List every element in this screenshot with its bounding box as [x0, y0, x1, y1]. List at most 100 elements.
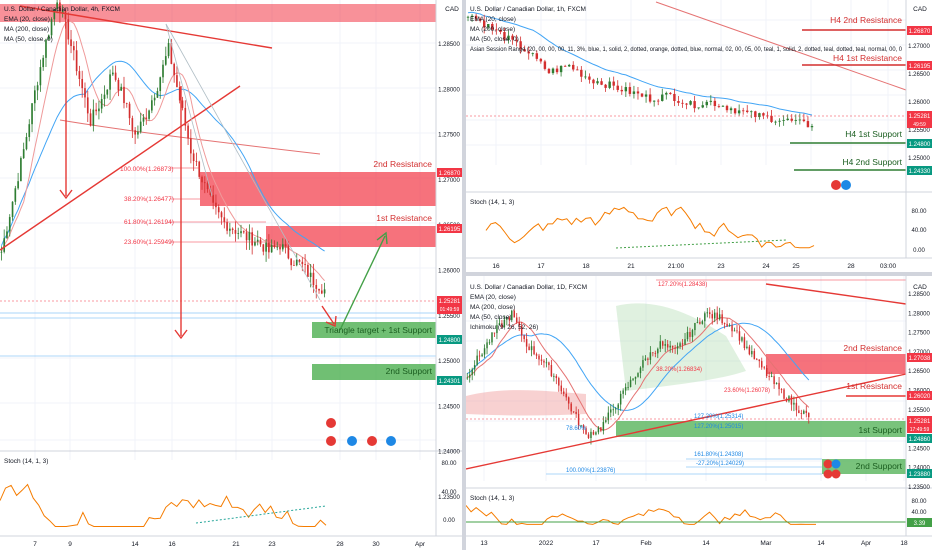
rt-price-axis[interactable]: 1.27000 1.26500 1.26000 1.25500 1.25000 — [908, 44, 930, 162]
candle-body — [56, 2, 58, 10]
flag-icon[interactable] — [367, 436, 377, 446]
left-time-axis[interactable]: 7 9 14 16 21 23 28 30 Apr — [33, 541, 426, 548]
candle-body — [627, 386, 629, 388]
rt-event-icons[interactable] — [831, 180, 851, 190]
candle-body — [612, 81, 615, 86]
candle-body — [89, 113, 92, 126]
candle-body — [488, 342, 491, 344]
price-tick-label: 1.23500 — [438, 495, 460, 501]
candle-body — [725, 105, 729, 111]
left-tag-last: 1.25281 01:49:59 — [437, 296, 462, 314]
rb-tag-r2: 1.27038 — [907, 353, 932, 362]
rb-stoch-line — [465, 505, 816, 525]
price-tick-label: 1.28000 — [908, 311, 930, 317]
right-bottom-chart-panel[interactable]: 127.20%(1.28438) 38.20%(1.26834) 23.60%(… — [465, 276, 932, 550]
candle-body — [592, 79, 595, 84]
right-top-chart-panel[interactable]: H4 2nd Resistance H4 1st Resistance H4 1… — [466, 0, 932, 272]
price-tick-label: 1.28500 — [908, 292, 930, 298]
left-chart-svg[interactable]: 100.00%(1.26873) 38.20%(1.26477) 61.80%(… — [0, 0, 462, 550]
vertical-divider[interactable] — [462, 0, 466, 550]
candle-body — [131, 118, 134, 131]
candle-body — [287, 246, 290, 259]
candle-body — [778, 382, 780, 390]
candle-body — [721, 314, 723, 324]
candle-body — [666, 344, 669, 348]
rb-fib-label-1618: 161.80%(1.24308) — [694, 452, 743, 458]
candle-body — [697, 107, 700, 109]
flag-icon[interactable] — [347, 436, 357, 446]
left-second-resistance-label: 2nd Resistance — [373, 159, 432, 169]
candle-body — [128, 103, 131, 119]
candle-body — [251, 232, 253, 246]
rb-event-icons[interactable] — [823, 459, 841, 479]
candle-body — [203, 182, 206, 184]
flag-icon[interactable] — [823, 459, 833, 469]
svg-text:3.39: 3.39 — [914, 521, 926, 527]
flag-icon[interactable] — [823, 469, 833, 479]
candle-body — [644, 94, 648, 97]
candle-body — [760, 361, 763, 368]
left-price-axis[interactable]: 1.285001.280001.275001.270001.265001.260… — [438, 42, 460, 501]
candle-body — [597, 427, 600, 433]
right-bottom-chart-svg[interactable]: 127.20%(1.28438) 38.20%(1.26834) 23.60%(… — [465, 276, 932, 550]
candle-body — [693, 101, 696, 109]
candle-body — [181, 100, 184, 108]
rb-fib-label-382: 38.20%(1.26834) — [656, 367, 702, 373]
horizontal-divider[interactable] — [466, 272, 932, 276]
candle-body — [47, 35, 50, 40]
right-top-chart-svg[interactable]: H4 2nd Resistance H4 1st Resistance H4 1… — [466, 0, 932, 272]
candle-body — [106, 89, 109, 95]
left-event-icons[interactable] — [326, 418, 396, 446]
price-tick-label: 1.27000 — [908, 350, 930, 356]
candle-body — [142, 117, 145, 122]
left-indicator-3: MA (50, close, 0) — [4, 36, 53, 43]
candle-body — [548, 362, 550, 366]
candle-body — [553, 375, 555, 377]
candle-body — [775, 382, 778, 385]
flag-icon[interactable] — [841, 180, 851, 190]
candle-body — [685, 103, 688, 105]
rt-time-axis[interactable]: 16 17 18 21 21:00 23 24 25 28 03:00 — [492, 263, 896, 270]
time-tick-label: 21 — [627, 263, 635, 270]
time-tick-label: 14 — [817, 540, 825, 547]
rt-indicator-2: MA (200, close) — [470, 26, 515, 33]
svg-text:17:49:59: 17:49:59 — [910, 427, 930, 433]
candle-body — [523, 49, 526, 52]
flag-icon[interactable] — [386, 436, 396, 446]
candle-body — [120, 86, 123, 91]
flag-icon[interactable] — [831, 469, 841, 479]
candle-body — [686, 331, 689, 340]
rb-second-support-zone — [822, 459, 906, 474]
candle-body — [81, 78, 84, 89]
candle-body — [713, 100, 717, 107]
candle-body — [793, 402, 795, 405]
flag-icon[interactable] — [831, 180, 841, 190]
price-tick-label: 1.24500 — [908, 446, 930, 452]
time-tick-label: 18 — [900, 540, 908, 547]
candle-body — [790, 118, 793, 121]
time-tick-label: 16 — [168, 541, 176, 548]
flag-icon[interactable] — [326, 436, 336, 446]
rb-currency-label: CAD — [913, 284, 927, 291]
rb-time-axis[interactable]: 13 2022 17 Feb 14 Mar 14 Apr 18 — [480, 540, 908, 547]
candle-body — [525, 339, 528, 347]
candle-body — [323, 289, 326, 294]
candle-body — [681, 102, 684, 104]
rt-tag-s2: 1.24330 — [907, 166, 932, 175]
candle-body — [610, 409, 612, 413]
candle-body — [753, 351, 756, 360]
candle-body — [487, 23, 490, 28]
candle-body — [229, 228, 231, 231]
rb-lower-trendline — [465, 373, 907, 470]
candle-body — [178, 87, 181, 101]
left-chart-panel[interactable]: 100.00%(1.26873) 38.20%(1.26477) 61.80%(… — [0, 0, 462, 550]
flag-icon[interactable] — [326, 418, 336, 428]
time-tick-label: 30 — [372, 541, 380, 548]
candle-body — [503, 319, 506, 328]
candle-body — [17, 181, 19, 189]
candle-body — [758, 113, 761, 118]
price-tick-label: 1.27500 — [438, 133, 460, 139]
candle-body — [223, 217, 226, 223]
flag-icon[interactable] — [831, 459, 841, 469]
candle-body — [689, 331, 691, 337]
